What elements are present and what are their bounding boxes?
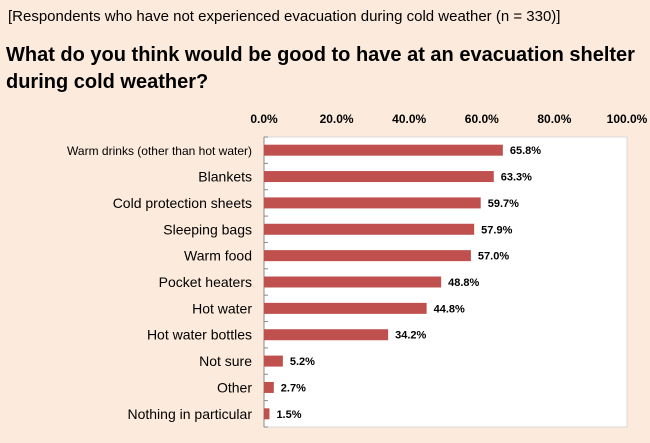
value-label: 2.7% [281, 382, 306, 394]
bar [264, 408, 270, 420]
value-label: 34.2% [395, 330, 426, 342]
category-label: Hot water bottles [147, 327, 252, 343]
x-tick-label: 60.0% [465, 112, 499, 126]
value-label: 44.8% [434, 303, 465, 315]
value-label: 65.8% [510, 145, 541, 157]
value-label: 57.0% [478, 251, 509, 263]
bar [264, 276, 442, 288]
value-label: 5.2% [290, 356, 315, 368]
chart-title: What do you think would be good to have … [6, 44, 635, 93]
value-label: 59.7% [488, 198, 519, 210]
value-label: 63.3% [501, 172, 532, 184]
x-tick-label: 80.0% [537, 112, 571, 126]
bar [264, 144, 503, 156]
category-label: Nothing in particular [127, 406, 252, 422]
x-tick-label: 0.0% [250, 112, 278, 126]
category-label: Cold protection sheets [113, 195, 252, 211]
category-label: Sleeping bags [163, 221, 252, 237]
bar [264, 381, 274, 393]
chart-subtitle: [Respondents who have not experienced ev… [8, 8, 561, 25]
x-tick-label: 40.0% [392, 112, 426, 126]
bar [264, 171, 494, 183]
category-label: Warm drinks (other than hot water) [67, 144, 252, 158]
bar [264, 197, 481, 209]
bar [264, 355, 283, 367]
bar [264, 329, 389, 341]
value-label: 48.8% [448, 277, 479, 289]
x-tick-label: 100.0% [607, 112, 648, 126]
category-label: Not sure [199, 353, 252, 369]
bar [264, 250, 471, 262]
bar [264, 223, 475, 235]
category-label: Other [217, 379, 252, 395]
category-label: Blankets [198, 169, 252, 185]
category-label: Hot water [192, 300, 252, 316]
value-label: 1.5% [276, 409, 301, 421]
bar [264, 302, 427, 314]
category-label: Pocket heaters [159, 274, 252, 290]
x-tick-label: 20.0% [320, 112, 354, 126]
value-label: 57.9% [481, 224, 512, 236]
category-label: Warm food [184, 248, 252, 264]
